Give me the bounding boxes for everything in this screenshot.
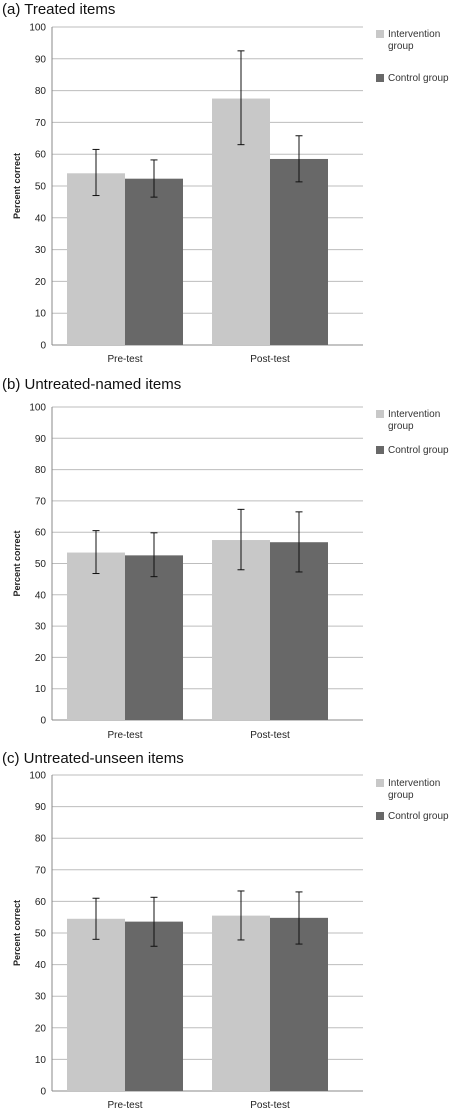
- y-tick-label: 10: [35, 684, 47, 695]
- chart-title: (c) Untreated-unseen items: [2, 750, 184, 767]
- chart-panel-3: (c) Untreated-unseen items 0 10 20 30 40 50 60 7…: [2, 750, 449, 1111]
- bar: [125, 921, 183, 1091]
- y-tick-label: 10: [35, 309, 47, 320]
- y-tick-label: 40: [35, 590, 47, 601]
- x-category-label: Post-test: [250, 354, 290, 365]
- bar: [67, 173, 125, 345]
- x-category-label: Pre-test: [107, 354, 142, 365]
- y-axis-label: Percent correct: [12, 153, 22, 219]
- y-tick-label: 40: [35, 213, 47, 224]
- legend-swatch: [376, 30, 384, 38]
- bar: [67, 918, 125, 1091]
- y-tick-label: 100: [29, 771, 46, 782]
- y-tick-label: 80: [35, 465, 47, 476]
- y-tick-label: 70: [35, 118, 47, 129]
- x-category-label: Pre-test: [107, 730, 142, 741]
- legend-swatch: [376, 446, 384, 454]
- y-tick-label: 60: [35, 897, 47, 908]
- y-tick-label: 90: [35, 434, 47, 445]
- y-tick-label: 90: [35, 802, 47, 813]
- legend-label: Intervention group: [388, 29, 440, 52]
- y-tick-label: 50: [35, 559, 47, 570]
- legend-label: Intervention group: [388, 778, 440, 801]
- y-tick-label: 80: [35, 834, 47, 845]
- x-category-label: Post-test: [250, 730, 290, 741]
- y-tick-label: 90: [35, 54, 47, 65]
- bar: [125, 178, 183, 345]
- y-tick-label: 60: [35, 150, 47, 161]
- y-tick-label: 30: [35, 992, 47, 1003]
- y-tick-label: 70: [35, 865, 47, 876]
- y-tick-label: 0: [40, 1087, 46, 1098]
- legend-swatch: [376, 410, 384, 418]
- legend-label: Control group: [388, 811, 449, 822]
- y-tick-label: 10: [35, 1055, 47, 1066]
- chart-panel-2: (b) Untreated-named items 0 10 20 30 40 50 60 70…: [2, 376, 449, 741]
- y-tick-label: 30: [35, 622, 47, 633]
- y-axis-label: Percent correct: [12, 530, 22, 596]
- y-tick-label: 50: [35, 929, 47, 940]
- bar: [270, 158, 328, 345]
- y-tick-label: 100: [29, 403, 46, 414]
- x-category-label: Pre-test: [107, 1100, 142, 1111]
- y-tick-label: 40: [35, 960, 47, 971]
- bar: [212, 915, 270, 1091]
- y-tick-label: 50: [35, 182, 47, 193]
- y-tick-label: 70: [35, 496, 47, 507]
- y-tick-label: 60: [35, 528, 47, 539]
- chart-title: (b) Untreated-named items: [2, 376, 181, 393]
- legend-label: Control group: [388, 445, 449, 456]
- y-tick-label: 20: [35, 277, 47, 288]
- chart-panel-1: (a) Treated items 0 10 20 30 40 50 60 70 80 90 100 P…: [2, 1, 449, 365]
- bar: [270, 917, 328, 1091]
- y-tick-label: 0: [40, 716, 46, 727]
- y-tick-label: 30: [35, 245, 47, 256]
- legend-label: Intervention group: [388, 409, 440, 432]
- y-tick-label: 20: [35, 653, 47, 664]
- x-category-label: Post-test: [250, 1100, 290, 1111]
- y-axis-label: Percent correct: [12, 900, 22, 966]
- legend-label: Control group: [388, 73, 449, 84]
- chart-title: (a) Treated items: [2, 1, 115, 18]
- y-tick-label: 0: [40, 341, 46, 352]
- bar: [67, 552, 125, 720]
- bar: [125, 555, 183, 720]
- y-tick-label: 80: [35, 86, 47, 97]
- legend-swatch: [376, 74, 384, 82]
- legend-swatch: [376, 779, 384, 787]
- y-tick-label: 20: [35, 1023, 47, 1034]
- y-tick-label: 100: [29, 23, 46, 34]
- legend-swatch: [376, 812, 384, 820]
